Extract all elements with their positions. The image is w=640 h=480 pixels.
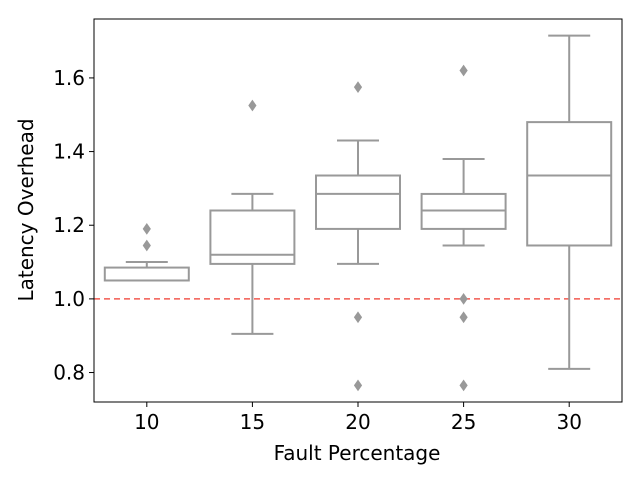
x-axis-label: Fault Percentage [274, 441, 441, 465]
outlier-point [142, 223, 151, 235]
x-tick-label: 30 [556, 410, 581, 434]
box-iqr [526, 121, 613, 247]
y-tick-label: 1.4 [53, 140, 85, 164]
outlier-point [459, 311, 468, 324]
box-group [420, 64, 507, 392]
box-group [526, 34, 613, 370]
outlier-point [248, 99, 257, 112]
y-tick-label: 1.6 [53, 66, 85, 90]
y-axis-label: Latency Overhead [14, 118, 38, 301]
outlier-point [459, 293, 468, 305]
x-tick-label: 10 [134, 410, 159, 434]
outlier-point [353, 311, 363, 324]
box-iqr [103, 266, 190, 282]
outlier-point [459, 379, 468, 392]
x-tick-label: 20 [345, 410, 370, 434]
x-axis: 10 15 20 25 30 [134, 402, 582, 434]
box-group [315, 81, 401, 392]
box-iqr [315, 174, 401, 230]
y-axis: 0.8 1.0 1.2 1.4 1.6 [53, 66, 94, 385]
box-layer [103, 34, 613, 392]
y-tick-label: 1.0 [53, 287, 85, 311]
y-tick-label: 0.8 [53, 361, 85, 385]
x-tick-label: 25 [451, 410, 476, 434]
box-iqr [209, 209, 296, 265]
box-group [209, 99, 296, 335]
outlier-point [353, 81, 363, 94]
outlier-point [353, 379, 363, 392]
x-tick-label: 15 [240, 410, 265, 434]
box-group [103, 223, 190, 282]
y-tick-label: 1.2 [53, 213, 85, 237]
outlier-point [142, 239, 151, 252]
outlier-point [459, 64, 468, 77]
